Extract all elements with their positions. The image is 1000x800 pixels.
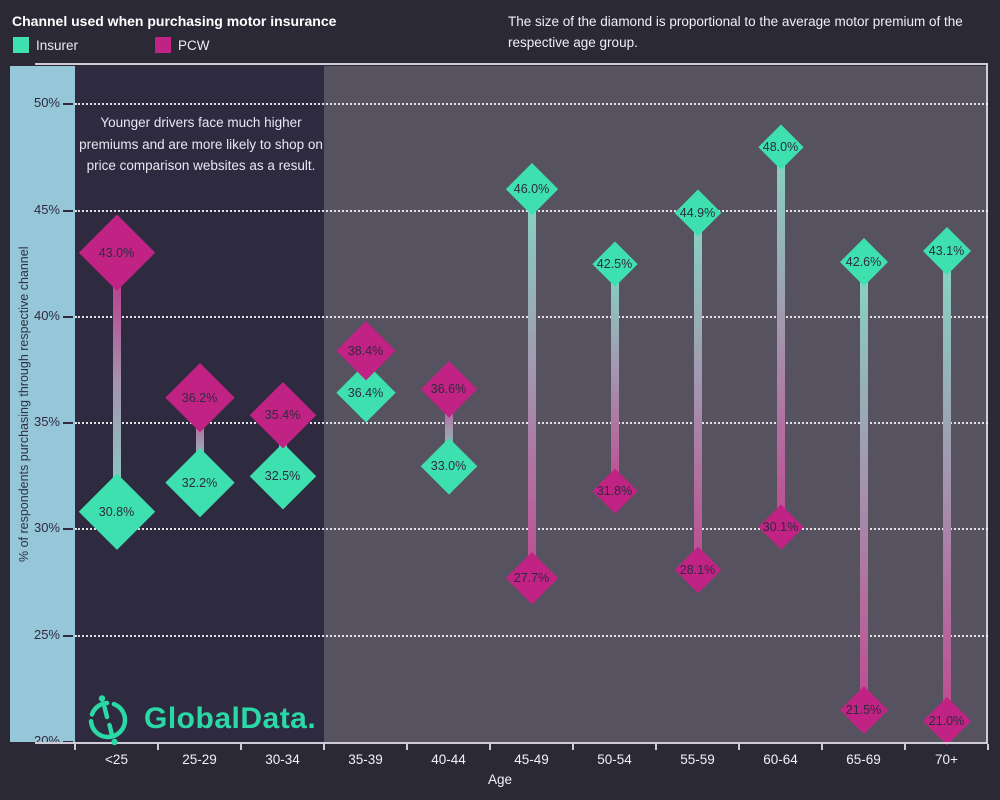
- connector-40-44: [444, 389, 453, 466]
- x-tick-label: 45-49: [514, 752, 549, 767]
- connector-50-54: [610, 263, 619, 492]
- diamond-label-pcw-55-59: 28.1%: [679, 562, 716, 577]
- plot-right-border: [986, 64, 988, 742]
- diamond-label-insurer-30-34: 32.5%: [264, 469, 301, 484]
- diamond-label-insurer-45-49: 46.0%: [513, 182, 550, 197]
- x-tick-mark: [240, 744, 242, 750]
- connector-45-49: [527, 189, 536, 579]
- diamond-label-insurer-25-29: 32.2%: [181, 475, 218, 490]
- y-tick-label: 50%: [33, 95, 60, 111]
- diamond-label-insurer-35-39: 36.4%: [347, 386, 384, 401]
- diamond-label-insurer-<25: 30.8%: [98, 505, 135, 520]
- y-tick-label: 25%: [33, 626, 60, 642]
- x-tick-mark: [74, 744, 76, 750]
- x-tick-mark: [987, 744, 989, 750]
- x-axis-title: Age: [487, 772, 513, 787]
- gridline-25: [75, 634, 988, 637]
- globaldata-logo-text: GlobalData.: [144, 702, 317, 735]
- plot-region-older: [324, 66, 988, 742]
- x-tick-mark: [904, 744, 906, 750]
- diamond-label-pcw-25-29: 36.2%: [181, 390, 218, 405]
- diamond-label-pcw-45-49: 27.7%: [513, 571, 550, 586]
- connector-60-64: [776, 146, 785, 528]
- size-note: The size of the diamond is proportional …: [508, 14, 963, 50]
- x-tick-label: 35-39: [348, 752, 383, 767]
- diamond-label-pcw-30-34: 35.4%: [264, 407, 301, 422]
- y-tick-label: 40%: [33, 307, 60, 323]
- y-tick-mark: [63, 422, 73, 425]
- y-tick-label: 20%: [33, 733, 60, 748]
- connector-<25: [112, 253, 121, 513]
- legend-label-insurer: Insurer: [36, 37, 79, 53]
- x-tick-label: 30-34: [265, 752, 300, 767]
- plot-top-border: [35, 63, 988, 65]
- x-tick-mark: [821, 744, 823, 750]
- x-tick-label: 50-54: [597, 752, 632, 767]
- diamond-label-pcw-65-69: 21.5%: [845, 703, 882, 718]
- connector-55-59: [693, 212, 702, 570]
- x-tick-label: 40-44: [431, 752, 466, 767]
- legend-item-pcw: PCW: [155, 37, 210, 53]
- diamond-label-insurer-60-64: 48.0%: [762, 139, 799, 154]
- diamond-label-pcw-70+: 21.0%: [928, 713, 965, 728]
- globaldata-logo-icon: [88, 695, 128, 746]
- y-tick-mark: [63, 315, 73, 318]
- y-tick-mark: [63, 634, 73, 637]
- diamond-label-insurer-55-59: 44.9%: [679, 205, 716, 220]
- x-tick-mark: [738, 744, 740, 750]
- diamond-label-insurer-50-54: 42.5%: [596, 256, 633, 271]
- x-axis-line: [35, 742, 988, 744]
- legend-label-pcw: PCW: [178, 37, 210, 53]
- y-tick-mark: [63, 528, 73, 531]
- y-tick-label: 35%: [33, 414, 60, 430]
- pcw-swatch: [155, 37, 171, 53]
- diamond-label-pcw-<25: 43.0%: [98, 246, 135, 261]
- x-tick-label: 65-69: [846, 752, 881, 767]
- legend-item-insurer: Insurer: [13, 37, 78, 53]
- x-tick-label: 25-29: [182, 752, 217, 767]
- x-tick-label: <25: [105, 752, 128, 767]
- x-tick-label: 70+: [935, 752, 958, 767]
- y-tick-label: 30%: [33, 520, 60, 536]
- globaldata-logo: GlobalData.: [82, 692, 316, 746]
- x-tick-mark: [572, 744, 574, 750]
- connector-25-29: [195, 397, 204, 483]
- diamond-label-insurer-40-44: 33.0%: [430, 458, 467, 473]
- connector-65-69: [859, 261, 868, 711]
- diamond-label-insurer-65-69: 42.6%: [845, 254, 882, 269]
- connector-70+: [942, 250, 951, 721]
- chart-title: Channel used when purchasing motor insur…: [12, 13, 337, 29]
- x-tick-mark: [406, 744, 408, 750]
- x-tick-mark: [323, 744, 325, 750]
- diamond-label-insurer-70+: 43.1%: [928, 243, 965, 258]
- diamond-label-pcw-60-64: 30.1%: [762, 520, 799, 535]
- chart-annotation: Younger drivers face much higher premium…: [79, 115, 323, 174]
- diamond-label-pcw-35-39: 38.4%: [347, 343, 384, 358]
- diamond-label-pcw-50-54: 31.8%: [596, 484, 633, 499]
- diamond-label-pcw-40-44: 36.6%: [430, 382, 467, 397]
- insurer-swatch: [13, 37, 29, 53]
- x-tick-mark: [489, 744, 491, 750]
- y-tick-label: 45%: [33, 201, 60, 217]
- y-tick-mark: [63, 209, 73, 212]
- x-tick-mark: [655, 744, 657, 750]
- y-axis-band: [10, 66, 75, 742]
- x-tick-label: 60-64: [763, 752, 798, 767]
- gridline-50: [75, 103, 988, 106]
- y-tick-mark: [63, 103, 73, 106]
- x-tick-mark: [157, 744, 159, 750]
- x-tick-label: 55-59: [680, 752, 715, 767]
